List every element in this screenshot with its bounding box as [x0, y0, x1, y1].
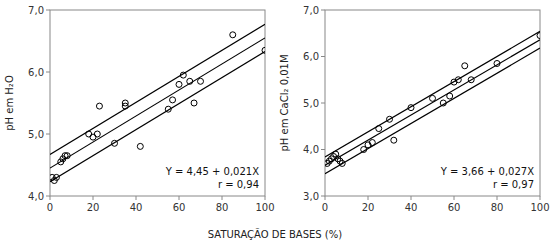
x-tick-label: 0	[47, 202, 53, 213]
x-tick	[136, 196, 137, 200]
y-tick	[321, 56, 325, 57]
point	[137, 143, 143, 149]
point	[170, 97, 176, 103]
x-tick-label: 100	[255, 202, 274, 213]
point	[462, 63, 468, 69]
x-axis-label: SATURAÇÃO DE BASES (%)	[208, 228, 342, 240]
line	[325, 48, 540, 174]
x-tick-label: 20	[362, 202, 375, 213]
y-tick	[321, 149, 325, 150]
line	[325, 40, 540, 166]
point	[94, 131, 100, 137]
figure: 0 20 40 60 80 100 4,0 5,0 6,0 7,0 pH em H₂O Y = 4,4…	[0, 0, 550, 246]
y-tick	[46, 72, 50, 73]
annotation: r = 0,97	[493, 179, 534, 190]
annotation: r = 0,94	[218, 179, 259, 190]
point	[430, 95, 436, 101]
y-tick	[321, 103, 325, 104]
x-tick	[93, 196, 94, 200]
point	[96, 103, 102, 109]
y-axis-label: pH em H₂O	[4, 75, 15, 131]
y-tick-label: 5,0	[303, 98, 319, 109]
x-tick-label: 100	[530, 202, 549, 213]
data-layer	[325, 31, 540, 173]
y-tick-label: 4,0	[28, 191, 44, 202]
plot-frame	[50, 10, 265, 196]
x-tick	[411, 196, 412, 200]
x-tick-label: 20	[87, 202, 100, 213]
panel: 0 20 40 60 80 100 4,0 5,0 6,0 7,0 pH em H₂O Y = 4,4…	[4, 5, 275, 214]
x-tick-label: 80	[216, 202, 229, 213]
x-tick	[497, 196, 498, 200]
x-tick	[368, 196, 369, 200]
line	[325, 31, 540, 157]
x-tick-label: 0	[322, 202, 328, 213]
plot-frame	[325, 10, 540, 196]
y-tick-label: 6,0	[28, 67, 44, 78]
panel: 0 20 40 60 80 100 3,0 4,0 5,0 6,0 7,0 pH em CaCl₂ 0…	[279, 5, 550, 214]
y-tick	[46, 10, 50, 11]
x-tick	[222, 196, 223, 200]
y-tick-label: 5,0	[28, 129, 44, 140]
x-tick	[325, 196, 326, 200]
y-axis-label: pH em CaCl₂ 0,01M	[279, 54, 290, 151]
line	[50, 38, 265, 168]
y-tick	[321, 10, 325, 11]
y-tick	[46, 196, 50, 197]
y-tick	[46, 134, 50, 135]
point	[198, 78, 204, 84]
point	[191, 100, 197, 106]
y-tick	[321, 196, 325, 197]
x-tick-label: 60	[448, 202, 461, 213]
x-tick	[454, 196, 455, 200]
x-tick	[265, 196, 266, 200]
x-tick-label: 60	[173, 202, 186, 213]
x-tick	[50, 196, 51, 200]
data-layer	[50, 24, 265, 183]
point	[176, 81, 182, 87]
point	[230, 32, 236, 38]
y-tick-label: 3,0	[303, 191, 319, 202]
point	[90, 134, 96, 140]
y-tick-label: 7,0	[303, 5, 319, 16]
point	[391, 137, 397, 143]
line	[50, 52, 265, 182]
y-tick-label: 7,0	[28, 5, 44, 16]
line	[50, 24, 265, 154]
y-tick-label: 4,0	[303, 144, 319, 155]
x-tick-label: 80	[491, 202, 504, 213]
x-tick-label: 40	[405, 202, 418, 213]
annotation: Y = 4,45 + 0,021X	[165, 166, 259, 177]
x-tick-label: 40	[130, 202, 143, 213]
annotation: Y = 3,66 + 0,027X	[440, 166, 534, 177]
x-tick	[179, 196, 180, 200]
y-tick-label: 6,0	[303, 51, 319, 62]
x-tick	[540, 196, 541, 200]
